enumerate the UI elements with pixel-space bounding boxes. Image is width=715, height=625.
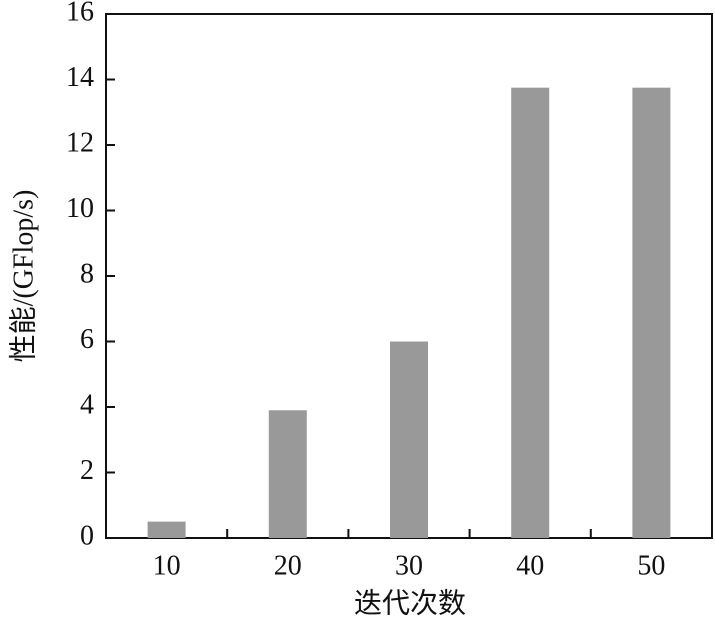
y-tick-label: 0: [80, 520, 94, 551]
y-tick-label: 14: [66, 62, 94, 93]
x-tick-label: 40: [516, 550, 544, 581]
y-tick-label: 16: [66, 0, 94, 27]
y-axis-label: 性能/(GFlop/s): [7, 190, 39, 363]
x-tick-label: 30: [395, 550, 423, 581]
y-tick-label: 10: [66, 193, 94, 224]
y-tick-label: 8: [80, 258, 94, 289]
y-tick-label: 2: [80, 455, 94, 486]
y-tick-label: 6: [80, 324, 94, 355]
x-tick-label: 50: [637, 550, 665, 581]
bar: [268, 410, 307, 538]
x-tick-label: 20: [274, 550, 302, 581]
bar: [511, 87, 550, 538]
bar: [147, 521, 186, 538]
bar: [632, 87, 671, 538]
x-tick-label: 10: [153, 550, 181, 581]
y-tick-label: 12: [66, 127, 94, 158]
x-axis-label: 迭代次数: [354, 587, 466, 619]
y-tick-label: 4: [80, 389, 94, 420]
bar: [390, 341, 428, 538]
